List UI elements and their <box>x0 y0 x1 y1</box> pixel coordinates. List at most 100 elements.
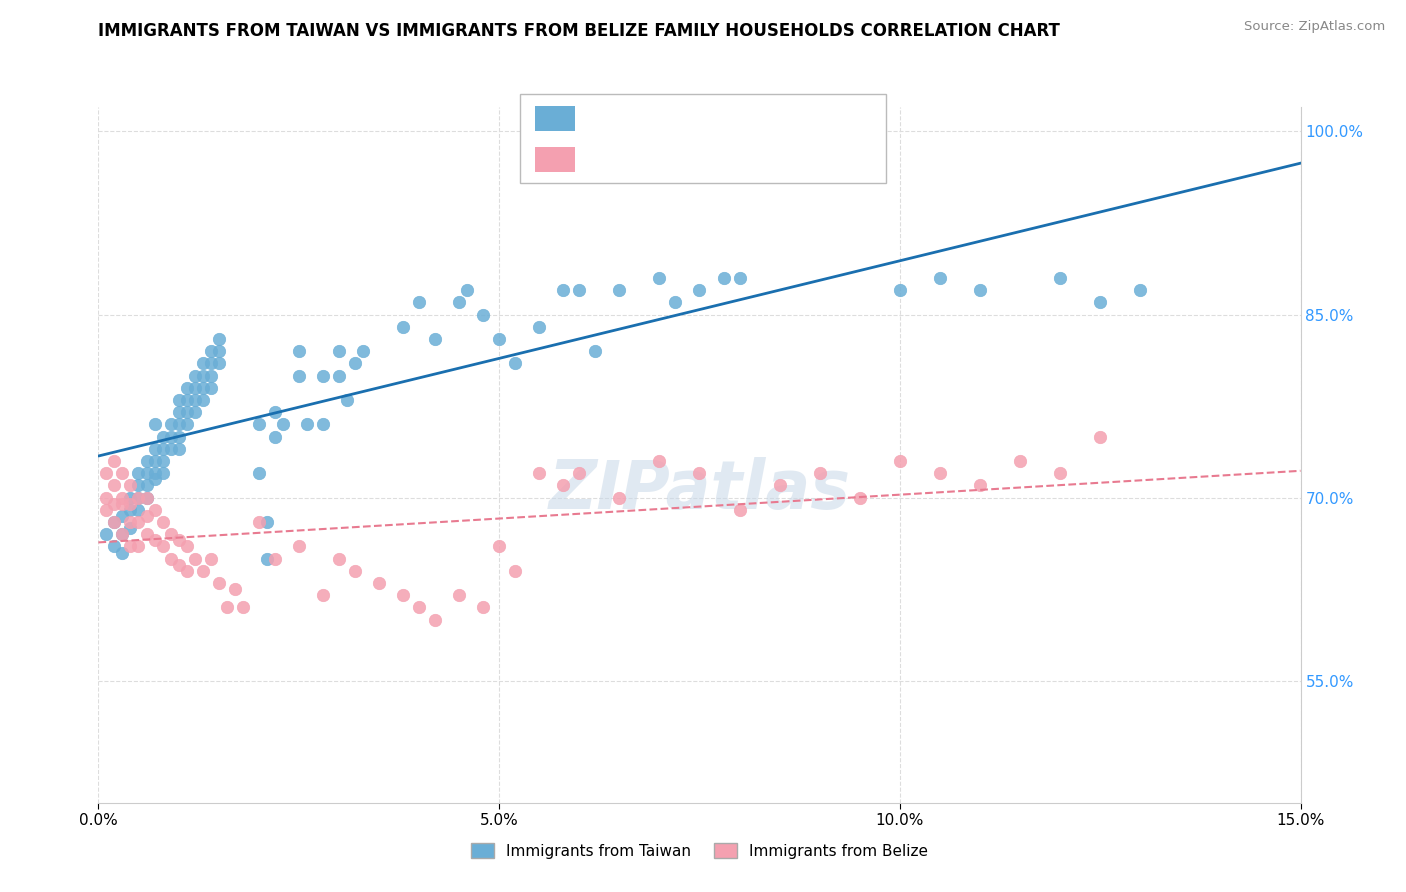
Point <box>152 454 174 468</box>
Point <box>143 442 166 456</box>
Point <box>1129 283 1152 297</box>
Point <box>111 545 134 559</box>
Point <box>889 454 911 468</box>
Point <box>176 540 198 554</box>
Point <box>247 467 270 481</box>
Point <box>392 319 415 334</box>
Point <box>111 527 134 541</box>
Point <box>256 515 278 529</box>
Point <box>143 417 166 432</box>
Point <box>176 405 198 419</box>
Point <box>568 283 591 297</box>
Point <box>343 564 366 578</box>
Point <box>176 417 198 432</box>
Point <box>689 467 711 481</box>
Point <box>167 417 190 432</box>
Point <box>167 558 190 572</box>
Point <box>120 478 142 492</box>
Text: Source: ZipAtlas.com: Source: ZipAtlas.com <box>1244 20 1385 33</box>
Point <box>167 392 190 407</box>
Point <box>288 368 311 383</box>
Point <box>1049 271 1071 285</box>
Point <box>103 515 125 529</box>
Point <box>553 283 575 297</box>
Point <box>135 467 157 481</box>
Point <box>191 564 214 578</box>
Point <box>713 271 735 285</box>
Point <box>263 405 285 419</box>
Point <box>408 295 430 310</box>
Point <box>208 344 231 359</box>
Point <box>271 417 294 432</box>
Point <box>200 356 222 370</box>
Point <box>328 344 350 359</box>
Point <box>447 295 470 310</box>
Point <box>503 356 526 370</box>
Point <box>529 319 551 334</box>
Point <box>208 576 231 591</box>
Point <box>263 551 285 566</box>
Point <box>456 283 478 297</box>
Point <box>224 582 246 597</box>
Point <box>368 576 391 591</box>
Bar <box>534 147 575 172</box>
Point <box>232 600 254 615</box>
Text: 0.557: 0.557 <box>644 111 693 126</box>
Point <box>176 381 198 395</box>
Point <box>343 356 366 370</box>
Point <box>96 527 118 541</box>
Point <box>176 564 198 578</box>
Point <box>111 527 134 541</box>
Point <box>200 551 222 566</box>
Point <box>208 332 231 346</box>
Point <box>191 381 214 395</box>
Legend: Immigrants from Taiwan, Immigrants from Belize: Immigrants from Taiwan, Immigrants from … <box>465 837 934 864</box>
Point <box>159 429 181 443</box>
Point <box>191 356 214 370</box>
Point <box>191 392 214 407</box>
Point <box>488 540 510 554</box>
Bar <box>534 106 575 131</box>
Point <box>529 467 551 481</box>
Point <box>568 467 591 481</box>
Point <box>336 392 359 407</box>
Point <box>135 478 157 492</box>
Point <box>215 600 238 615</box>
Point <box>167 429 190 443</box>
Point <box>609 491 631 505</box>
Point <box>103 540 125 554</box>
Point <box>200 368 222 383</box>
Point <box>256 551 278 566</box>
Point <box>664 295 686 310</box>
Point <box>472 308 495 322</box>
Point <box>1088 295 1111 310</box>
Point <box>295 417 318 432</box>
Point <box>208 356 231 370</box>
Point <box>423 613 446 627</box>
Point <box>120 540 142 554</box>
Text: 0.177: 0.177 <box>644 152 693 167</box>
Point <box>312 368 335 383</box>
Point <box>191 368 214 383</box>
Point <box>143 503 166 517</box>
Point <box>849 491 872 505</box>
Point <box>392 588 415 602</box>
Point <box>247 417 270 432</box>
Point <box>328 551 350 566</box>
Point <box>103 478 125 492</box>
Point <box>183 368 205 383</box>
Point <box>152 467 174 481</box>
Text: R =: R = <box>589 152 623 167</box>
Point <box>152 442 174 456</box>
Point <box>111 491 134 505</box>
Point <box>111 467 134 481</box>
Point <box>1049 467 1071 481</box>
Point <box>128 467 150 481</box>
Point <box>183 551 205 566</box>
Point <box>120 497 142 511</box>
Point <box>200 344 222 359</box>
Point <box>143 472 166 486</box>
Point <box>128 491 150 505</box>
Point <box>96 467 118 481</box>
Point <box>488 332 510 346</box>
